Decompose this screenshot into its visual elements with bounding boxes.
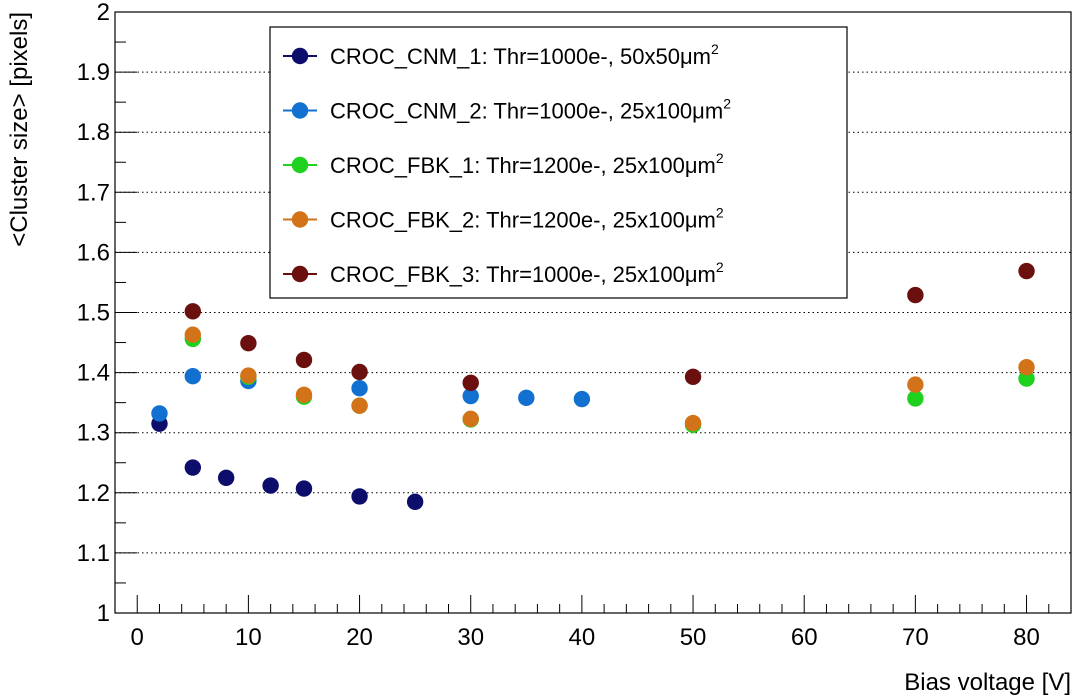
y-tick-label: 1.4 (77, 360, 110, 387)
data-point (217, 469, 235, 486)
legend-entry: CROC_FBK_1: Thr=1200e-, 25x100μm2 (283, 150, 724, 178)
data-point (573, 390, 591, 408)
legend-entry: CROC_FBK_3: Thr=1000e-, 25x100μm2 (283, 259, 724, 287)
data-point (295, 386, 313, 404)
legend-marker (291, 211, 309, 228)
y-axis-title: <Cluster size> [pixels] (6, 12, 33, 247)
series-4 (184, 326, 1035, 432)
y-tick-label: 1.5 (77, 300, 110, 327)
legend-box (269, 26, 848, 299)
y-tick-label: 1 (97, 600, 110, 627)
legend-marker (291, 156, 309, 174)
data-point (295, 480, 313, 497)
data-point (184, 303, 202, 320)
x-axis-title: Bias voltage [V] (904, 669, 1071, 696)
legend-label: CROC_FBK_2: Thr=1200e-, 25x100μm2 (330, 205, 724, 233)
data-point (462, 410, 479, 428)
data-point (184, 326, 202, 343)
x-tick-label: 20 (346, 624, 373, 651)
legend-label: CROC_FBK_1: Thr=1200e-, 25x100μm2 (330, 150, 724, 178)
legend-marker (291, 102, 309, 119)
data-point (295, 351, 313, 369)
series-1 (151, 415, 424, 511)
x-tick-label: 30 (457, 624, 484, 651)
x-tick-label: 50 (680, 624, 707, 651)
y-tick-label: 1.9 (77, 59, 110, 86)
data-points (151, 262, 1035, 511)
y-tick-label: 1.6 (77, 239, 110, 266)
tick-labels: 11.11.21.31.41.51.61.71.81.920 10 20 30 40 50… (77, 0, 1040, 651)
data-point (1018, 370, 1035, 387)
x-tick-label: 80 (1013, 624, 1040, 651)
data-point (462, 387, 479, 405)
data-point (462, 374, 479, 392)
data-point (406, 493, 424, 511)
series-5 (184, 262, 1035, 392)
data-point (684, 414, 702, 432)
x-tick-label: 60 (791, 624, 818, 651)
data-point (1018, 358, 1035, 376)
data-point (351, 363, 368, 381)
legend-label: CROC_CNM_2: Thr=1000e-, 25x100μm2 (330, 96, 731, 124)
data-point (684, 368, 702, 386)
data-point (907, 286, 924, 304)
data-point (184, 368, 202, 385)
data-point (262, 477, 279, 494)
data-point (151, 405, 168, 422)
data-point (351, 488, 368, 505)
legend-entry: CROC_CNM_2: Thr=1000e-, 25x100μm2 (283, 96, 731, 124)
data-point (907, 376, 924, 393)
y-tick-label: 1.1 (77, 540, 110, 567)
data-point (1018, 262, 1035, 280)
axis-ticks (114, 11, 1072, 614)
legend-label: CROC_FBK_3: Thr=1000e-, 25x100μm2 (330, 259, 724, 287)
data-point (240, 367, 257, 384)
data-point (351, 380, 368, 397)
legend-marker (291, 47, 309, 65)
data-point (907, 390, 924, 407)
y-tick-label: 1.7 (77, 179, 110, 206)
legend-entry: CROC_FBK_2: Thr=1200e-, 25x100μm2 (283, 205, 724, 233)
legend-entry: CROC_CNM_1: Thr=1000e-, 50x50μm2 (283, 41, 719, 69)
data-point (351, 397, 368, 414)
data-point (184, 459, 202, 476)
y-tick-label: 1.3 (77, 420, 110, 447)
y-tick-label: 1.8 (77, 119, 110, 146)
x-tick-label: 10 (235, 624, 262, 651)
plot-frame (114, 11, 1072, 614)
legend-label: CROC_CNM_1: Thr=1000e-, 50x50μm2 (330, 41, 719, 69)
legend: CROC_CNM_1: Thr=1000e-, 50x50μm2 CROC_CNM… (269, 26, 848, 299)
x-tick-label: 40 (569, 624, 596, 651)
y-tick-label: 2 (97, 0, 110, 26)
data-point (518, 389, 535, 407)
legend-marker (291, 265, 309, 283)
data-point (240, 334, 257, 352)
y-tick-label: 1.2 (77, 480, 110, 507)
x-tick-label: 70 (902, 624, 929, 651)
x-tick-label: 0 (131, 624, 144, 651)
